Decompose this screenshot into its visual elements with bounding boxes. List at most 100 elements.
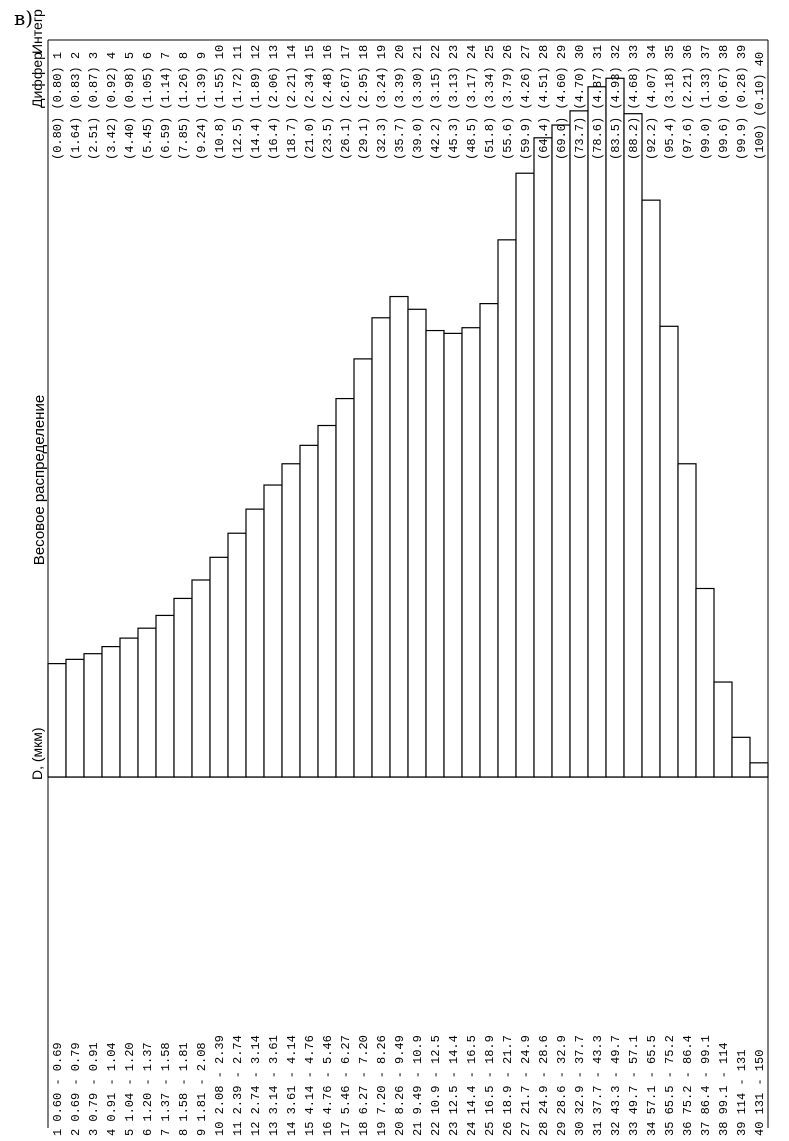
value-label-36: (97.6) (2.21) 36 [681,45,695,160]
value-label-38: (99.6) (0.67) 38 [717,45,731,160]
size-label-32: 32 43.3 - 49.7 [609,1035,623,1136]
size-label-24: 24 14.4 - 16.5 [465,1035,479,1136]
value-label-5: (4.40) (0.98) 5 [123,52,137,160]
value-label-11: (12.5) (1.72) 11 [231,45,245,160]
size-label-21: 21 9.49 - 10.9 [411,1035,425,1136]
size-label-40: 40 131 - 150 [753,1050,767,1136]
value-label-14: (18.7) (2.21) 14 [285,45,299,160]
size-label-13: 13 3.14 - 3.61 [267,1035,281,1136]
size-label-15: 15 4.14 - 4.76 [303,1035,317,1136]
value-label-24: (48.5) (3.17) 24 [465,45,479,160]
bar-23 [443,332,463,778]
size-label-37: 37 86.4 - 99.1 [699,1035,713,1136]
size-label-34: 34 57.1 - 65.5 [645,1035,659,1136]
value-labels-group: (0.80) (0.80) 1 (1.64) (0.83) 2 (2.51) (0.… [51,45,767,160]
value-label-18: (29.1) (2.95) 18 [357,45,371,160]
value-label-30: (73.7) (4.70) 30 [573,45,587,160]
bar-11 [227,532,247,778]
chart-title: Весовое распределение [31,395,48,565]
bar-12 [245,508,265,778]
bar-32 [605,77,625,778]
bar-4 [101,646,121,778]
size-label-6: 6 1.20 - 1.37 [141,1042,155,1136]
bar-20 [389,295,409,778]
size-label-36: 36 75.2 - 86.4 [681,1035,695,1136]
bar-19 [371,317,391,778]
bars-group [47,77,769,778]
value-label-17: (26.1) (2.67) 17 [339,45,353,160]
size-label-12: 12 2.74 - 3.14 [249,1035,263,1136]
size-label-30: 30 32.9 - 37.7 [573,1035,587,1136]
value-label-15: (21.0) (2.34) 15 [303,45,317,160]
bar-27 [515,172,535,778]
size-label-5: 5 1.04 - 1.20 [123,1042,137,1136]
value-label-37: (99.0) (1.33) 37 [699,45,713,160]
size-label-39: 39 114 - 131 [735,1050,749,1136]
bar-22 [425,329,445,778]
value-label-1: (0.80) (0.80) 1 [51,52,65,160]
size-label-9: 9 1.81 - 2.08 [195,1042,209,1136]
value-label-34: (92.2) (4.07) 34 [645,45,659,160]
value-label-2: (1.64) (0.83) 2 [69,52,83,160]
value-label-4: (3.42) (0.92) 4 [105,52,119,160]
value-label-40: (100) (0.10) 40 [753,52,767,160]
value-label-13: (16.4) (2.06) 13 [267,45,281,160]
bar-28 [533,137,553,778]
bar-15 [299,444,319,778]
bar-5 [119,637,139,778]
size-label-8: 8 1.58 - 1.81 [177,1042,191,1136]
bar-8 [173,597,193,778]
size-label-23: 23 12.5 - 14.4 [447,1035,461,1136]
size-label-2: 2 0.69 - 0.79 [69,1042,83,1136]
panel-label: в) [14,6,34,30]
value-label-20: (35.7) (3.39) 20 [393,45,407,160]
size-label-25: 25 16.5 - 18.9 [483,1035,497,1136]
bar-26 [497,239,517,778]
value-label-29: (69.0) (4.60) 29 [555,45,569,160]
bar-16 [317,424,337,778]
size-label-28: 28 24.9 - 28.6 [537,1035,551,1136]
header-integral: Интегр [29,9,45,54]
value-label-27: (59.9) (4.26) 27 [519,45,533,160]
size-label-11: 11 2.39 - 2.74 [231,1035,245,1136]
value-label-23: (45.3) (3.13) 23 [447,45,461,160]
bar-7 [155,614,175,778]
size-label-19: 19 7.20 - 8.26 [375,1035,389,1136]
value-label-25: (51.8) (3.34) 25 [483,45,497,160]
size-label-1: 1 0.60 - 0.69 [51,1042,65,1136]
value-label-3: (2.51) (0.87) 3 [87,52,101,160]
size-label-31: 31 37.7 - 43.3 [591,1035,605,1136]
value-label-8: (7.85) (1.26) 8 [177,52,191,160]
value-label-16: (23.5) (2.48) 16 [321,45,335,160]
bar-14 [281,463,301,778]
value-label-22: (42.2) (3.15) 22 [429,45,443,160]
value-label-9: (9.24) (1.39) 9 [195,52,209,160]
bar-38 [713,681,733,778]
size-label-10: 10 2.08 - 2.39 [213,1035,227,1136]
size-label-3: 3 0.79 - 0.91 [87,1042,101,1136]
size-label-27: 27 21.7 - 24.9 [519,1035,533,1136]
header-differential: Диффер [29,52,45,108]
size-label-20: 20 8.26 - 9.49 [393,1035,407,1136]
value-label-35: (95.4) (3.18) 35 [663,45,677,160]
value-label-12: (14.4) (1.89) 12 [249,45,263,160]
value-label-10: (10.8) (1.55) 10 [213,45,227,160]
size-label-4: 4 0.91 - 1.04 [105,1042,119,1136]
size-label-29: 29 28.6 - 32.9 [555,1035,569,1136]
bar-1 [47,663,67,778]
value-label-7: (6.59) (1.14) 7 [159,52,173,160]
size-label-35: 35 65.5 - 75.2 [663,1035,677,1136]
bar-25 [479,303,499,778]
bar-18 [353,358,373,778]
size-label-18: 18 6.27 - 7.20 [357,1035,371,1136]
bar-9 [191,579,211,778]
bar-35 [659,325,679,778]
bar-21 [407,308,427,778]
bar-39 [731,736,751,778]
size-axis-label: D, (мкм) [29,727,45,780]
bar-30 [569,110,589,778]
value-label-31: (78.6) (4.87) 31 [591,45,605,160]
bar-13 [263,484,283,778]
bar-17 [335,397,355,778]
